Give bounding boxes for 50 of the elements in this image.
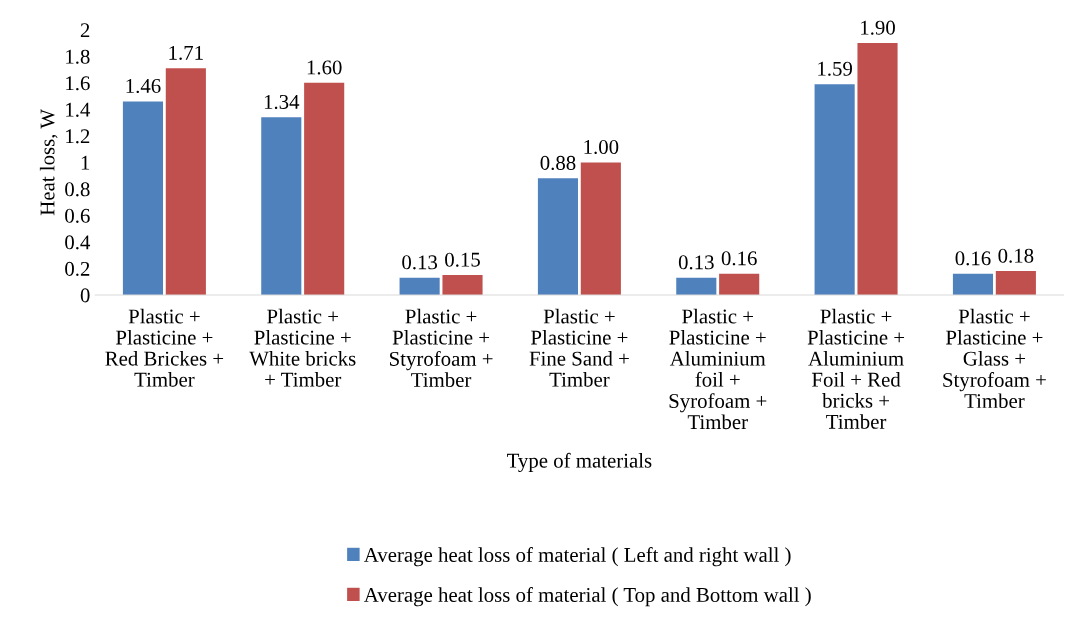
x-tick-label: Plastic + Plasticine + Aluminium foil + Syrofoam + Timber [669, 308, 767, 430]
data-label: 0.16 [955, 251, 991, 266]
x-tick-label: Plastic + Plasticine + Glass + Styrofoam + Timber [943, 308, 1046, 409]
x-tick-label: Plastic + Plasticine + Fine Sand + Timber [529, 308, 629, 387]
data-label: 1.59 [818, 61, 853, 76]
data-label: 0.15 [445, 252, 480, 267]
x-axis-title: Type of materials [507, 452, 652, 472]
bar [261, 117, 302, 295]
y-axis-title: Heat loss, W [39, 109, 58, 216]
y-tick-label: 0 [80, 288, 90, 303]
bar [122, 101, 164, 295]
y-tick-label: 1.4 [66, 102, 91, 117]
y-tick-label: 0.6 [65, 208, 90, 223]
y-tick-label: 1.2 [66, 129, 90, 144]
bar [399, 277, 440, 295]
bar [952, 273, 994, 295]
data-label: 0.16 [721, 251, 757, 266]
x-tick-label: Plastic + Plasticine + Aluminium Foil + Red bricks + Timber [807, 308, 905, 429]
bar [995, 271, 1036, 295]
bar [537, 178, 579, 295]
y-tick-label: 0.4 [65, 235, 91, 250]
bar [580, 162, 621, 295]
data-label: 1.90 [861, 20, 895, 35]
y-tick-label: 2 [80, 23, 90, 38]
data-label: 1.60 [307, 60, 342, 75]
bar [857, 43, 898, 295]
bar [676, 277, 717, 295]
y-tick-label: 0.8 [65, 182, 90, 197]
bar [165, 68, 206, 295]
data-label: 1.71 [169, 45, 203, 60]
legend-label: Average heat loss of material ( Left and right wall ) [363, 547, 791, 567]
bar [814, 84, 855, 295]
bar [442, 275, 483, 295]
x-tick-label: Plastic + Plasticine + White bricks + Timber [249, 308, 356, 387]
x-tick-label: Plastic + Plasticine + Styrofoam + Timber [390, 308, 493, 388]
data-label: 1.46 [126, 79, 161, 94]
y-tick-label: 1 [81, 155, 90, 170]
bar [304, 82, 345, 295]
data-label: 0.13 [402, 255, 438, 270]
legend-label: Average heat loss of material ( Top and Bottom wall ) [363, 587, 811, 607]
data-label: 1.34 [264, 94, 300, 110]
y-tick-label: 1.6 [66, 76, 90, 91]
x-tick-label: Plastic + Plasticine + Red Brickes + Timber [105, 308, 224, 387]
y-tick-label: 0.2 [65, 261, 90, 276]
bar [719, 273, 760, 295]
data-label: 0.13 [678, 255, 714, 270]
y-tick-label: 1.8 [66, 49, 90, 64]
data-label: 0.18 [998, 248, 1034, 263]
data-label: 1.00 [584, 139, 619, 155]
data-label: 0.88 [540, 155, 576, 170]
